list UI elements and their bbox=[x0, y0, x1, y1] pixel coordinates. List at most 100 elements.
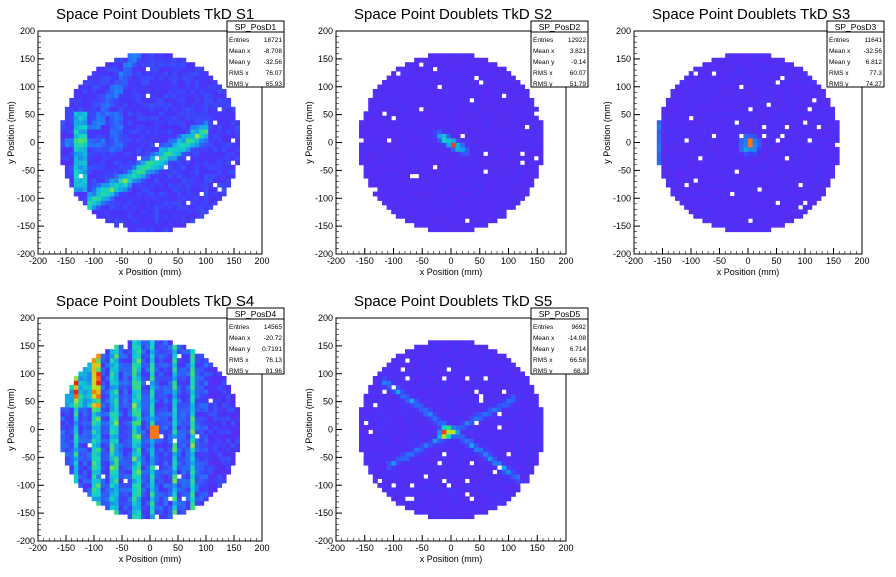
heatmap-bin bbox=[666, 147, 671, 152]
heatmap-bin bbox=[78, 85, 83, 90]
heatmap-bin bbox=[483, 218, 488, 223]
heatmap-bin bbox=[428, 111, 433, 116]
heatmap-bin bbox=[119, 425, 124, 430]
heatmap-bin bbox=[680, 200, 685, 205]
heatmap-bin bbox=[132, 147, 137, 152]
heatmap-bin bbox=[474, 151, 479, 156]
heatmap-bin bbox=[771, 214, 776, 219]
heatmap-bin bbox=[78, 183, 83, 188]
heatmap-bin bbox=[405, 151, 410, 156]
heatmap-bin bbox=[410, 120, 415, 125]
heatmap-bin bbox=[128, 98, 133, 103]
heatmap-bin bbox=[734, 58, 739, 63]
heatmap-bin bbox=[446, 147, 451, 152]
heatmap-bin bbox=[96, 487, 101, 492]
heatmap-bin bbox=[515, 147, 520, 152]
heatmap-bin bbox=[798, 134, 803, 139]
heatmap-bin bbox=[702, 93, 707, 98]
heatmap-bin bbox=[199, 214, 204, 219]
heatmap-bin bbox=[159, 134, 164, 139]
heatmap-bin bbox=[141, 349, 146, 354]
heatmap-bin bbox=[65, 107, 70, 112]
heatmap-bin bbox=[172, 174, 177, 179]
heatmap-bin bbox=[177, 430, 182, 435]
heatmap-bin bbox=[114, 474, 119, 479]
heatmap-bin bbox=[730, 71, 735, 76]
heatmap-bin bbox=[789, 187, 794, 192]
heatmap-bin bbox=[414, 107, 419, 112]
heatmap-bin bbox=[716, 111, 721, 116]
heatmap-bin bbox=[798, 178, 803, 183]
heatmap-bin bbox=[807, 80, 812, 85]
heatmap-bin bbox=[396, 147, 401, 152]
heatmap-bin bbox=[137, 187, 142, 192]
heatmap-bin bbox=[377, 156, 382, 161]
heatmap-bin bbox=[119, 174, 124, 179]
heatmap-bin bbox=[716, 125, 721, 130]
heatmap-bin bbox=[748, 192, 753, 197]
heatmap-bin bbox=[405, 71, 410, 76]
heatmap-bin bbox=[456, 214, 461, 219]
heatmap-bin bbox=[96, 120, 101, 125]
heatmap-bin bbox=[465, 183, 470, 188]
heatmap-bin bbox=[159, 403, 164, 408]
heatmap-bin bbox=[60, 443, 65, 448]
heatmap-bin bbox=[159, 479, 164, 484]
heatmap-bin bbox=[391, 107, 396, 112]
heatmap-bin bbox=[377, 151, 382, 156]
heatmap-bin bbox=[168, 465, 173, 470]
heatmap-bin bbox=[775, 71, 780, 76]
heatmap-bin bbox=[725, 165, 730, 170]
heatmap-bin bbox=[119, 169, 124, 174]
heatmap-bin bbox=[137, 483, 142, 488]
heatmap-bin bbox=[757, 98, 762, 103]
heatmap-bin bbox=[784, 169, 789, 174]
heatmap-bin bbox=[743, 143, 748, 148]
heatmap-bin bbox=[506, 200, 511, 205]
heatmap-bin bbox=[159, 223, 164, 228]
x-tick-label: -150 bbox=[653, 256, 671, 266]
heatmap-bin bbox=[698, 111, 703, 116]
heatmap-bin bbox=[479, 67, 484, 72]
heatmap-bin bbox=[159, 71, 164, 76]
heatmap-bin bbox=[114, 116, 119, 121]
x-tick-label: 50 bbox=[771, 256, 781, 266]
heatmap-bin bbox=[812, 200, 817, 205]
heatmap-bin bbox=[208, 187, 213, 192]
heatmap-bin bbox=[488, 183, 493, 188]
heatmap-bin bbox=[150, 200, 155, 205]
heatmap-bin bbox=[146, 430, 151, 435]
heatmap-bin bbox=[87, 421, 92, 426]
heatmap-bin bbox=[101, 107, 106, 112]
heatmap-bin bbox=[423, 214, 428, 219]
heatmap-bin bbox=[657, 151, 662, 156]
heatmap-bin bbox=[807, 169, 812, 174]
heatmap-bin bbox=[181, 138, 186, 143]
heatmap-bin bbox=[675, 165, 680, 170]
heatmap-bin bbox=[217, 129, 222, 134]
heatmap-bin bbox=[474, 71, 479, 76]
heatmap-bin bbox=[391, 196, 396, 201]
heatmap-bin bbox=[775, 62, 780, 67]
heatmap-bin bbox=[382, 89, 387, 94]
heatmap-bin bbox=[83, 134, 88, 139]
heatmap-bin bbox=[368, 174, 373, 179]
heatmap-bin bbox=[154, 62, 159, 67]
heatmap-bin bbox=[377, 129, 382, 134]
heatmap-bin bbox=[529, 134, 534, 139]
heatmap-bin bbox=[181, 93, 186, 98]
heatmap-bin bbox=[382, 143, 387, 148]
heatmap-bin bbox=[497, 120, 502, 125]
heatmap-bin bbox=[190, 479, 195, 484]
heatmap-bin bbox=[373, 174, 378, 179]
heatmap-bin bbox=[419, 151, 424, 156]
heatmap-bin bbox=[680, 107, 685, 112]
heatmap-bin bbox=[128, 151, 133, 156]
heatmap-bin bbox=[159, 174, 164, 179]
heatmap-bin bbox=[721, 89, 726, 94]
heatmap-bin bbox=[739, 192, 744, 197]
heatmap-bin bbox=[150, 425, 155, 430]
heatmap-bin bbox=[110, 403, 115, 408]
heatmap-bin bbox=[666, 178, 671, 183]
